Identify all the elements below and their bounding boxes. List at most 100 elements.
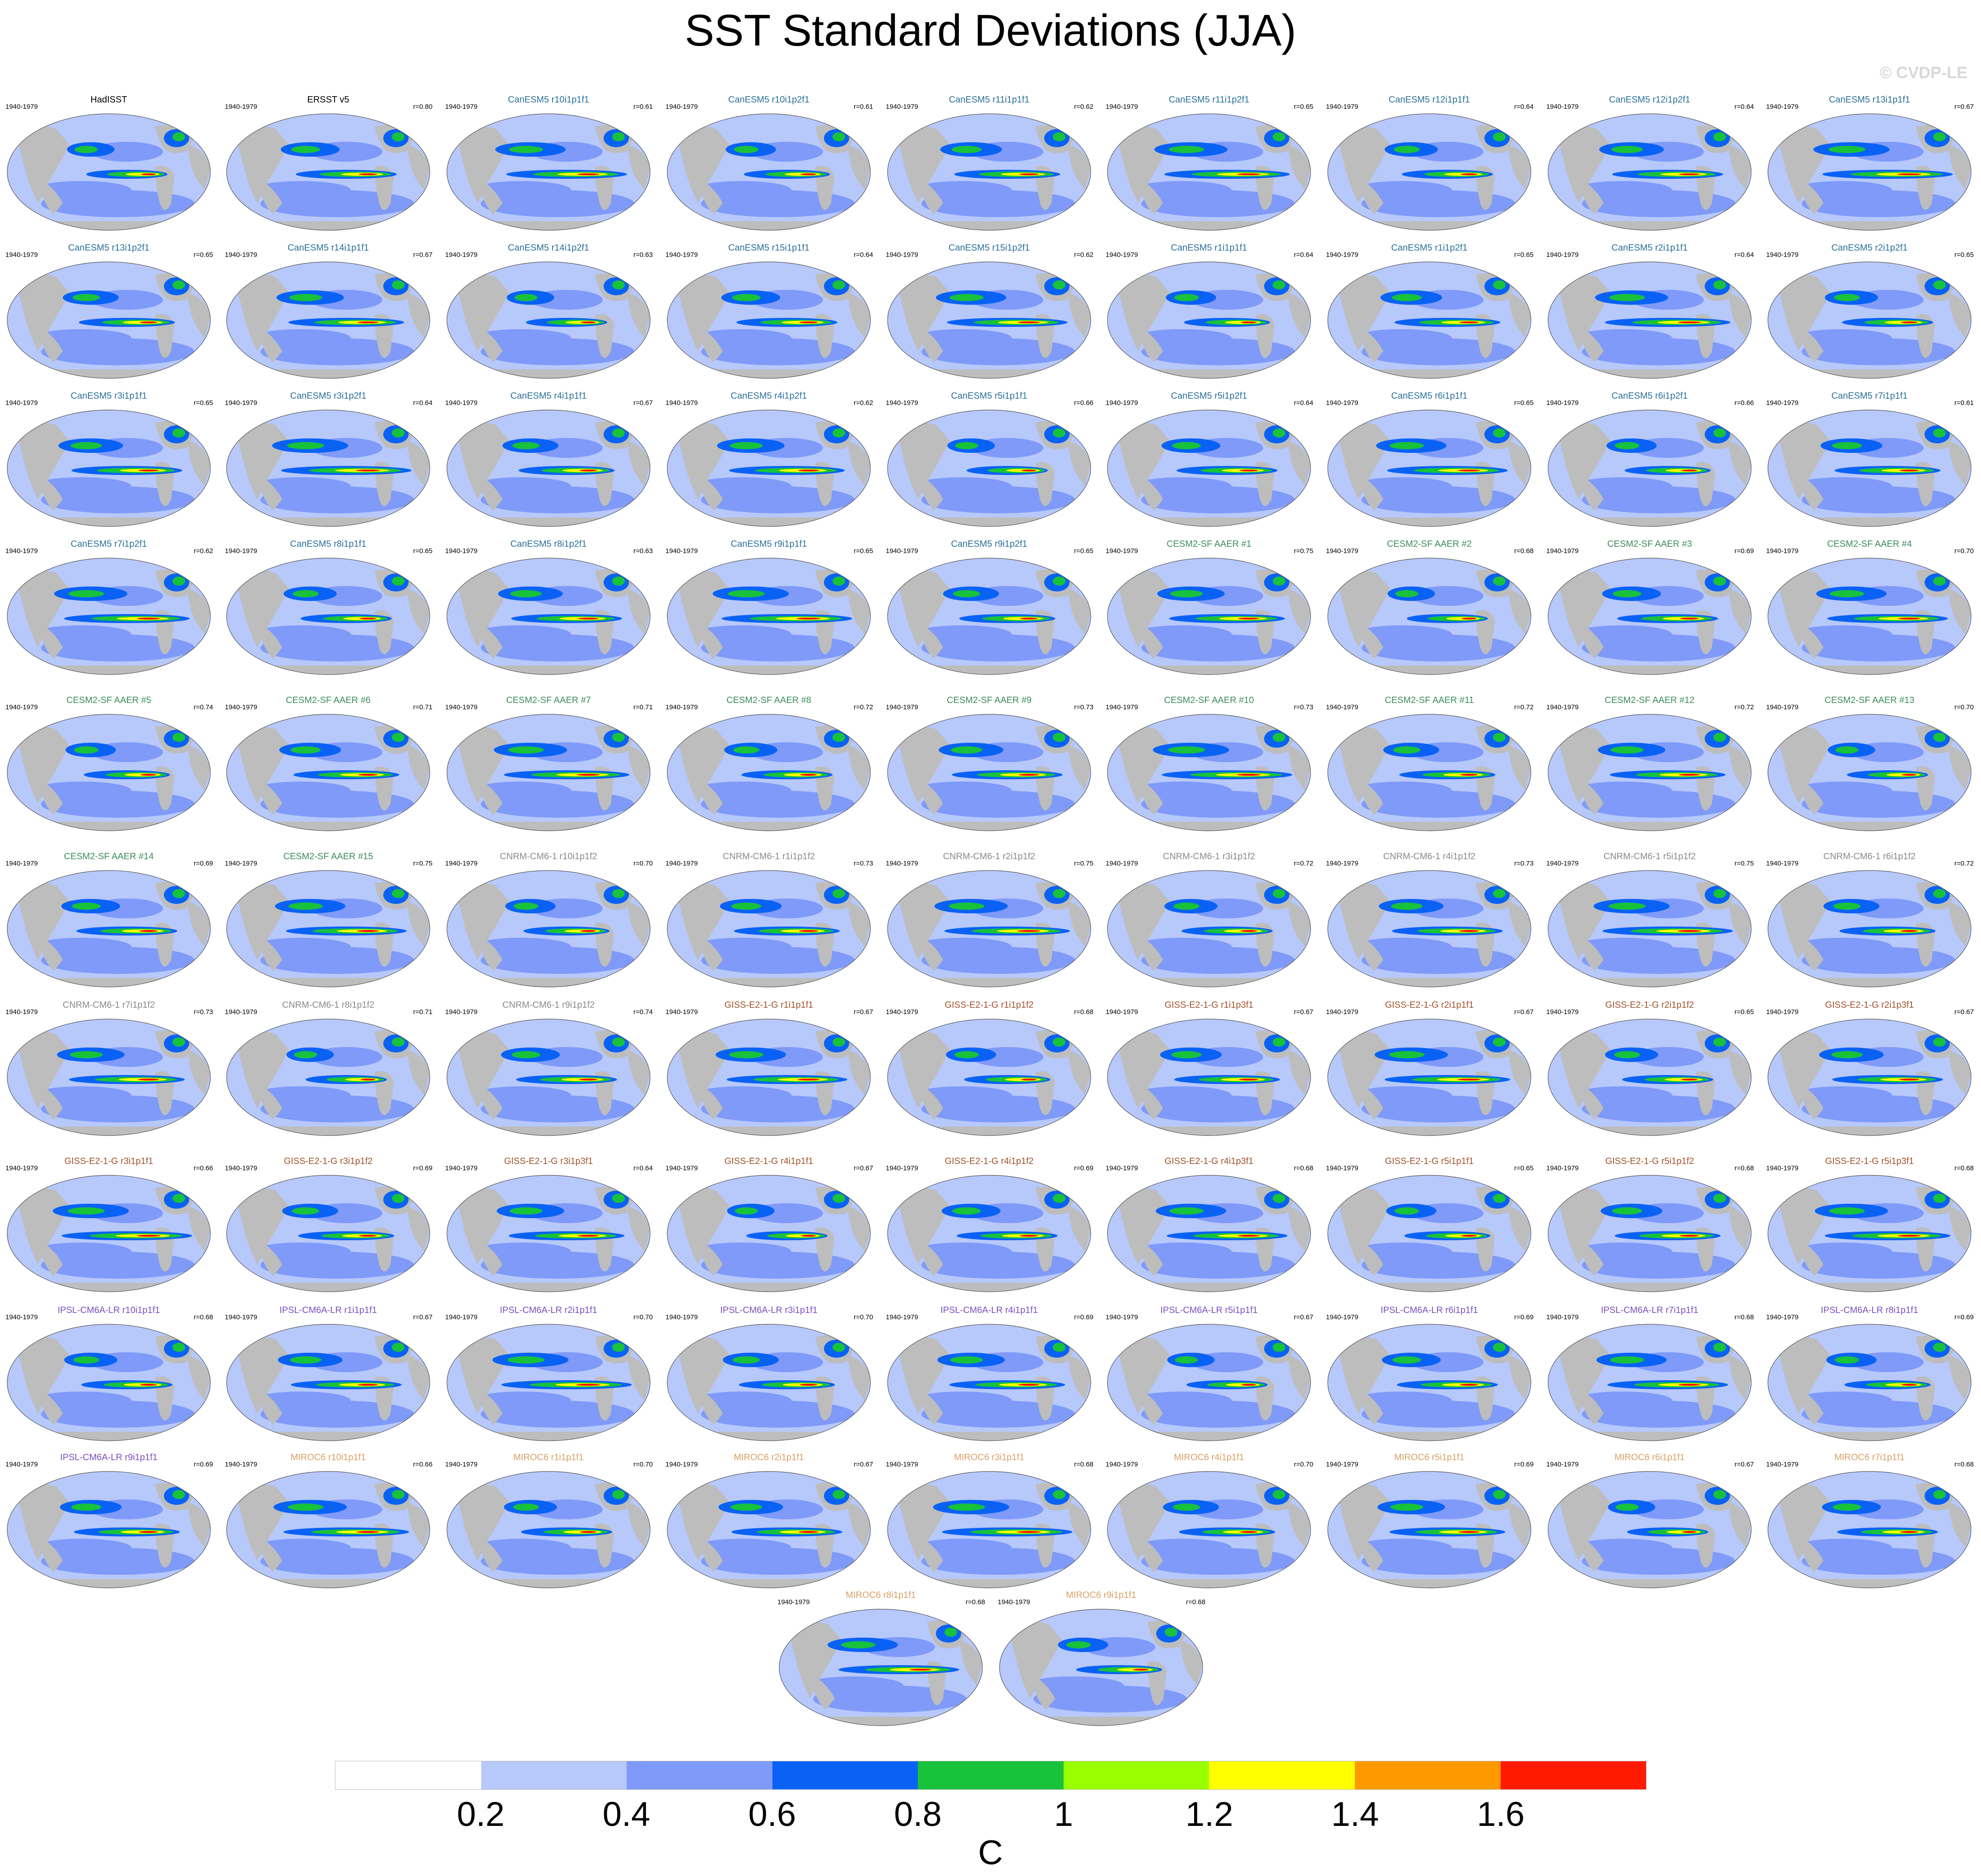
panel-title: CanESM5 r3i1p2f1 bbox=[290, 391, 367, 401]
panel-correlation: r=0.67 bbox=[854, 1164, 873, 1172]
map-panel: GISS-E2-1-G r5i1p3f1 1940-1979 r=0.68 bbox=[1761, 1152, 1978, 1301]
sst-map bbox=[1327, 261, 1531, 379]
panel-correlation: r=0.67 bbox=[1954, 103, 1974, 111]
map-panel: GISS-E2-1-G r5i1p1f1 1940-1979 r=0.65 bbox=[1321, 1152, 1538, 1301]
panel-period: 1940-1979 bbox=[1546, 1008, 1579, 1016]
panel-correlation: r=0.65 bbox=[1514, 1164, 1534, 1172]
map-panel: CanESM5 r2i1p2f1 1940-1979 r=0.65 bbox=[1761, 238, 1978, 387]
panel-correlation: r=0.65 bbox=[1074, 547, 1093, 555]
panel-title: CESM2-SF AAER #2 bbox=[1387, 539, 1472, 549]
colorbar-segment bbox=[1209, 1761, 1355, 1789]
sst-map bbox=[446, 870, 651, 987]
panel-period: 1940-1979 bbox=[1326, 1008, 1358, 1016]
map-panel: CanESM5 r13i1p1f1 1940-1979 r=0.67 bbox=[1761, 90, 1978, 239]
panel-title: CanESM5 r12i1p1f1 bbox=[1388, 95, 1470, 105]
sst-map bbox=[887, 1471, 1091, 1588]
panel-correlation: r=0.66 bbox=[413, 1461, 432, 1468]
sst-map bbox=[1767, 1471, 1972, 1588]
panel-period: 1940-1979 bbox=[665, 1164, 698, 1172]
panel-period: 1940-1979 bbox=[445, 1461, 478, 1468]
map-panel: ERSST v5 1940-1979 r=0.80 bbox=[219, 90, 437, 239]
panel-period: 1940-1979 bbox=[777, 1598, 810, 1606]
panel-title: MIROC6 r8i1p1f1 bbox=[846, 1590, 916, 1600]
panel-period: 1940-1979 bbox=[1766, 1164, 1799, 1172]
sst-map bbox=[1107, 1019, 1311, 1136]
panel-period: 1940-1979 bbox=[225, 860, 257, 867]
panel-correlation: r=0.74 bbox=[633, 1008, 653, 1016]
map-panel: CanESM5 r11i1p2f1 1940-1979 r=0.65 bbox=[1100, 90, 1318, 239]
sst-map bbox=[226, 113, 430, 231]
panel-title: MIROC6 r10i1p1f1 bbox=[290, 1452, 366, 1462]
panel-correlation: r=0.62 bbox=[854, 399, 873, 407]
panel-correlation: r=0.69 bbox=[1954, 1313, 1974, 1321]
colorbar-segment bbox=[1500, 1761, 1646, 1789]
sst-map bbox=[446, 113, 651, 231]
panel-title: GISS-E2-1-G r3i1p3f1 bbox=[504, 1156, 593, 1166]
panel-correlation: r=0.65 bbox=[1954, 251, 1974, 259]
map-panel: CanESM5 r14i1p2f1 1940-1979 r=0.63 bbox=[440, 238, 657, 387]
panel-period: 1940-1979 bbox=[1766, 251, 1799, 259]
map-panel: CNRM-CM6-1 r3i1p1f2 1940-1979 r=0.72 bbox=[1100, 847, 1318, 996]
sst-map bbox=[667, 714, 871, 831]
panel-period: 1940-1979 bbox=[665, 1008, 698, 1016]
map-panel: CNRM-CM6-1 r1i1p1f2 1940-1979 r=0.73 bbox=[660, 847, 878, 996]
panel-period: 1940-1979 bbox=[1546, 703, 1579, 711]
map-panel: CESM2-SF AAER #3 1940-1979 r=0.69 bbox=[1541, 535, 1758, 684]
panel-correlation: r=0.69 bbox=[1514, 1461, 1534, 1468]
sst-map bbox=[667, 870, 871, 987]
map-panel: GISS-E2-1-G r3i1p1f2 1940-1979 r=0.69 bbox=[219, 1152, 437, 1301]
panel-title: CNRM-CM6-1 r6i1p1f2 bbox=[1823, 852, 1916, 861]
panel-title: GISS-E2-1-G r1i1p1f1 bbox=[724, 1000, 814, 1010]
sst-map bbox=[1767, 113, 1972, 231]
panel-correlation: r=0.68 bbox=[1954, 1461, 1974, 1468]
panel-correlation: r=0.70 bbox=[854, 1313, 873, 1321]
map-panel: MIROC6 r3i1p1f1 1940-1979 r=0.68 bbox=[880, 1448, 1098, 1597]
map-panel: MIROC6 r6i1p1f1 1940-1979 r=0.67 bbox=[1541, 1448, 1758, 1597]
panel-title: IPSL-CM6A-LR r1i1p1f1 bbox=[279, 1305, 377, 1315]
map-panel: CanESM5 r15i1p1f1 1940-1979 r=0.64 bbox=[660, 238, 878, 387]
map-panel: GISS-E2-1-G r1i1p3f1 1940-1979 r=0.67 bbox=[1100, 996, 1318, 1145]
sst-map bbox=[1107, 1324, 1311, 1441]
sst-map bbox=[7, 410, 211, 527]
panel-correlation: r=0.61 bbox=[633, 103, 653, 111]
panel-title: MIROC6 r1i1p1f1 bbox=[513, 1452, 584, 1462]
panel-title: CanESM5 r1i1p2f1 bbox=[1391, 243, 1468, 253]
sst-map bbox=[7, 1019, 211, 1136]
map-panel: MIROC6 r7i1p1f1 1940-1979 r=0.68 bbox=[1761, 1448, 1978, 1597]
map-panel: GISS-E2-1-G r2i1p1f2 1940-1979 r=0.65 bbox=[1541, 996, 1758, 1145]
colorbar-tick-label: 1.4 bbox=[1331, 1795, 1379, 1834]
panel-correlation: r=0.75 bbox=[1074, 860, 1093, 867]
colorbar-segment bbox=[481, 1761, 627, 1789]
panel-correlation: r=0.72 bbox=[854, 703, 873, 711]
panel-correlation: r=0.65 bbox=[854, 547, 873, 555]
panel-title: CanESM5 r14i1p2f1 bbox=[507, 243, 590, 253]
panel-correlation: r=0.70 bbox=[633, 1313, 653, 1321]
sst-map bbox=[226, 1471, 430, 1588]
map-panel: CanESM5 r5i1p1f1 1940-1979 r=0.66 bbox=[880, 386, 1098, 535]
sst-map bbox=[7, 1175, 211, 1292]
panel-period: 1940-1979 bbox=[445, 860, 478, 867]
map-panel: CESM2-SF AAER #5 1940-1979 r=0.74 bbox=[0, 691, 218, 840]
map-panel: CanESM5 r15i1p2f1 1940-1979 r=0.62 bbox=[880, 238, 1098, 387]
panel-correlation: r=0.64 bbox=[1514, 103, 1534, 111]
panel-title: IPSL-CM6A-LR r7i1p1f1 bbox=[1601, 1305, 1698, 1315]
panel-correlation: r=0.70 bbox=[1954, 703, 1974, 711]
sst-map bbox=[887, 1175, 1091, 1292]
map-panel: IPSL-CM6A-LR r2i1p1f1 1940-1979 r=0.70 bbox=[440, 1301, 657, 1450]
panel-title: GISS-E2-1-G r5i1p1f1 bbox=[1385, 1156, 1474, 1166]
panel-period: 1940-1979 bbox=[886, 547, 918, 555]
map-panel: CESM2-SF AAER #10 1940-1979 r=0.73 bbox=[1100, 691, 1318, 840]
sst-map bbox=[667, 410, 871, 527]
panel-correlation: r=0.75 bbox=[1735, 860, 1754, 867]
map-panel: CanESM5 r8i1p1f1 1940-1979 r=0.65 bbox=[219, 535, 437, 684]
panel-title: MIROC6 r3i1p1f1 bbox=[954, 1452, 1024, 1462]
map-panel: CESM2-SF AAER #15 1940-1979 r=0.75 bbox=[219, 847, 437, 996]
map-panel: CESM2-SF AAER #11 1940-1979 r=0.72 bbox=[1321, 691, 1538, 840]
panel-period: 1940-1979 bbox=[5, 547, 38, 555]
sst-map bbox=[1327, 1471, 1531, 1588]
map-panel: GISS-E2-1-G r5i1p1f2 1940-1979 r=0.68 bbox=[1541, 1152, 1758, 1301]
panel-correlation: r=0.72 bbox=[1294, 860, 1313, 867]
sst-map bbox=[446, 410, 651, 527]
sst-map bbox=[1107, 870, 1311, 987]
panel-title: CNRM-CM6-1 r5i1p1f2 bbox=[1603, 852, 1696, 861]
